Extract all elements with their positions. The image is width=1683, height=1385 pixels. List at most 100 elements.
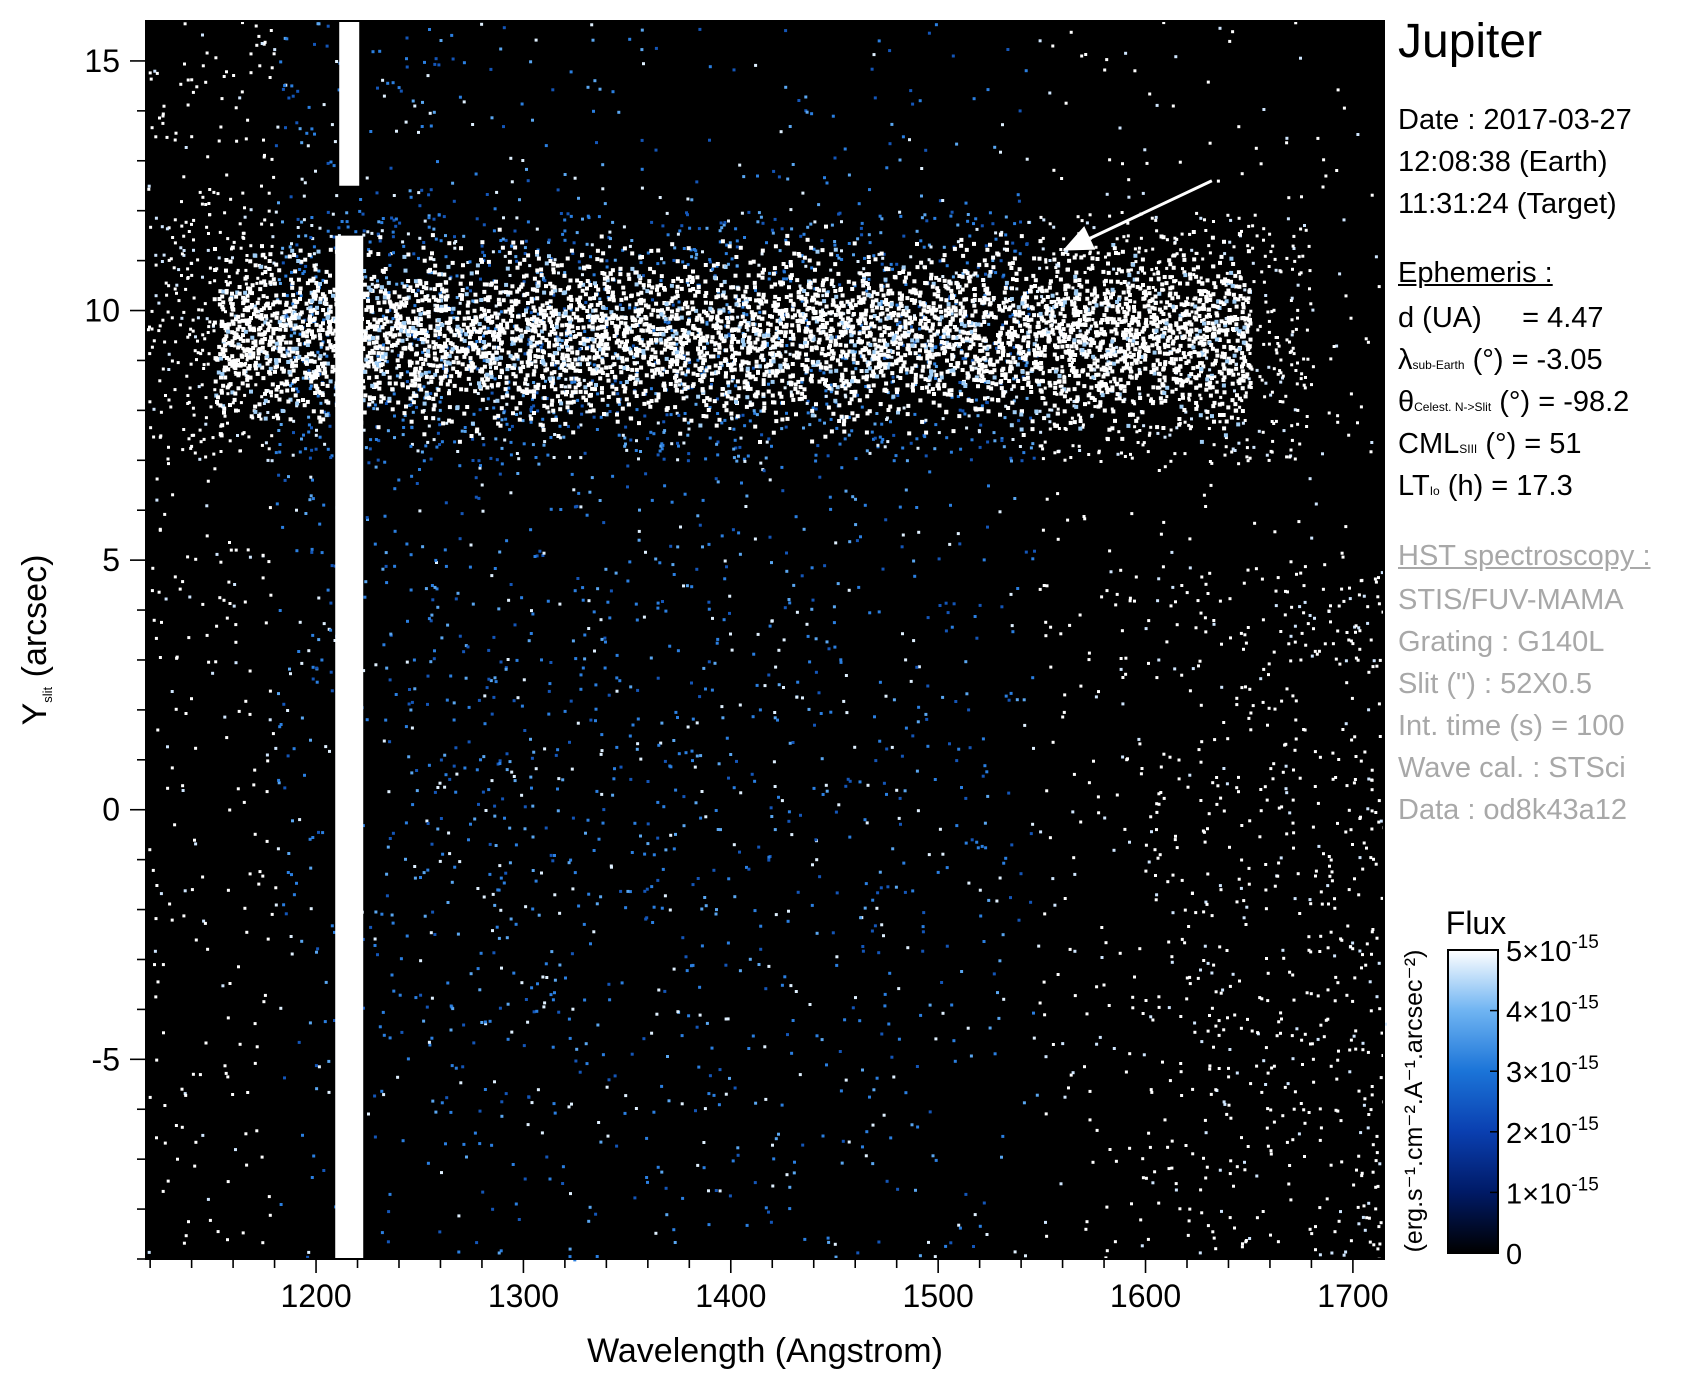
photon-count — [707, 1092, 711, 1096]
photon-count — [1240, 858, 1244, 862]
photon-count — [535, 391, 539, 395]
photon-count — [867, 277, 871, 281]
photon-count — [832, 285, 836, 288]
photon-count — [994, 271, 998, 275]
photon-count — [752, 409, 756, 413]
photon-count — [583, 657, 587, 661]
photon-count — [194, 842, 198, 846]
photon-count — [1368, 980, 1372, 984]
photon-count — [166, 745, 169, 749]
photon-count — [1192, 273, 1196, 277]
photon-count — [373, 542, 377, 546]
photon-count — [1314, 1225, 1317, 1229]
photon-count — [1252, 280, 1256, 284]
photon-count — [1203, 840, 1207, 844]
photon-count — [382, 94, 386, 98]
photon-count — [233, 583, 237, 586]
photon-count — [1161, 565, 1165, 569]
photon-count — [1084, 53, 1088, 56]
photon-count — [732, 427, 736, 431]
photon-count — [260, 42, 264, 45]
photon-count — [260, 443, 264, 447]
photon-count — [821, 294, 825, 298]
photon-count — [261, 576, 265, 580]
photon-count — [572, 376, 576, 380]
photon-count — [214, 660, 218, 664]
photon-count — [333, 140, 337, 144]
photon-count — [877, 610, 881, 614]
photon-count — [1157, 802, 1161, 806]
photon-count — [904, 283, 908, 286]
photon-count — [1301, 1063, 1304, 1066]
photon-count — [1302, 728, 1306, 731]
photon-count — [1279, 358, 1283, 362]
photon-count — [678, 383, 681, 387]
photon-count — [1228, 984, 1232, 988]
photon-count — [1039, 430, 1043, 434]
photon-count — [312, 245, 316, 249]
photon-count — [1307, 948, 1311, 952]
photon-count — [1309, 992, 1313, 996]
photon-count — [1354, 1047, 1358, 1051]
photon-count — [1174, 1182, 1178, 1186]
photon-count — [745, 494, 749, 498]
photon-count — [525, 167, 528, 171]
photon-count — [285, 37, 289, 41]
photon-count — [734, 227, 738, 231]
photon-count — [508, 428, 512, 432]
photon-count — [226, 1180, 230, 1184]
photon-count — [384, 551, 388, 555]
photon-count — [493, 676, 497, 680]
photon-count — [268, 718, 272, 722]
photon-count — [406, 1057, 410, 1061]
photon-count — [613, 1074, 617, 1078]
photon-count — [1375, 995, 1379, 999]
photon-count — [716, 480, 720, 484]
photon-count — [1056, 492, 1060, 496]
photon-count — [646, 1180, 649, 1184]
photon-count — [252, 783, 256, 787]
photon-count — [1163, 465, 1167, 469]
photon-count — [472, 1041, 476, 1045]
photon-count — [1088, 1118, 1092, 1122]
photon-count — [1324, 174, 1328, 178]
photon-count — [702, 1166, 706, 1170]
photon-count — [952, 602, 956, 606]
photon-count — [315, 680, 319, 684]
photon-count — [1240, 1245, 1244, 1249]
photon-count — [465, 1155, 468, 1159]
photon-count — [985, 770, 989, 774]
photon-count — [714, 809, 718, 812]
photon-count — [1298, 442, 1302, 446]
photon-count — [875, 906, 879, 910]
photon-count — [198, 1073, 202, 1077]
photon-count — [389, 166, 393, 170]
photon-count — [716, 355, 720, 359]
photon-count — [1363, 1097, 1367, 1101]
photon-count — [543, 440, 547, 444]
photon-count — [482, 223, 486, 227]
photon-count — [392, 989, 396, 993]
photon-count — [846, 777, 850, 781]
photon-count — [1078, 449, 1082, 452]
photon-count — [478, 1109, 482, 1113]
photon-count — [274, 451, 278, 455]
photon-count — [661, 443, 665, 447]
photon-count — [545, 1155, 549, 1159]
photon-count — [1260, 577, 1264, 581]
photon-count — [509, 453, 513, 457]
photon-count — [660, 447, 664, 451]
photon-count — [918, 1254, 922, 1258]
photon-count — [439, 39, 443, 42]
photon-count — [1068, 374, 1071, 377]
photon-count — [1096, 251, 1100, 255]
photon-count — [1124, 656, 1128, 660]
photon-count — [1225, 1112, 1229, 1116]
photon-count — [650, 885, 654, 889]
photon-count — [1372, 857, 1375, 861]
photon-count — [1314, 874, 1317, 878]
photon-count — [382, 1033, 386, 1037]
photon-count — [1004, 856, 1008, 860]
photon-count — [147, 187, 151, 191]
photon-count — [1369, 638, 1373, 642]
